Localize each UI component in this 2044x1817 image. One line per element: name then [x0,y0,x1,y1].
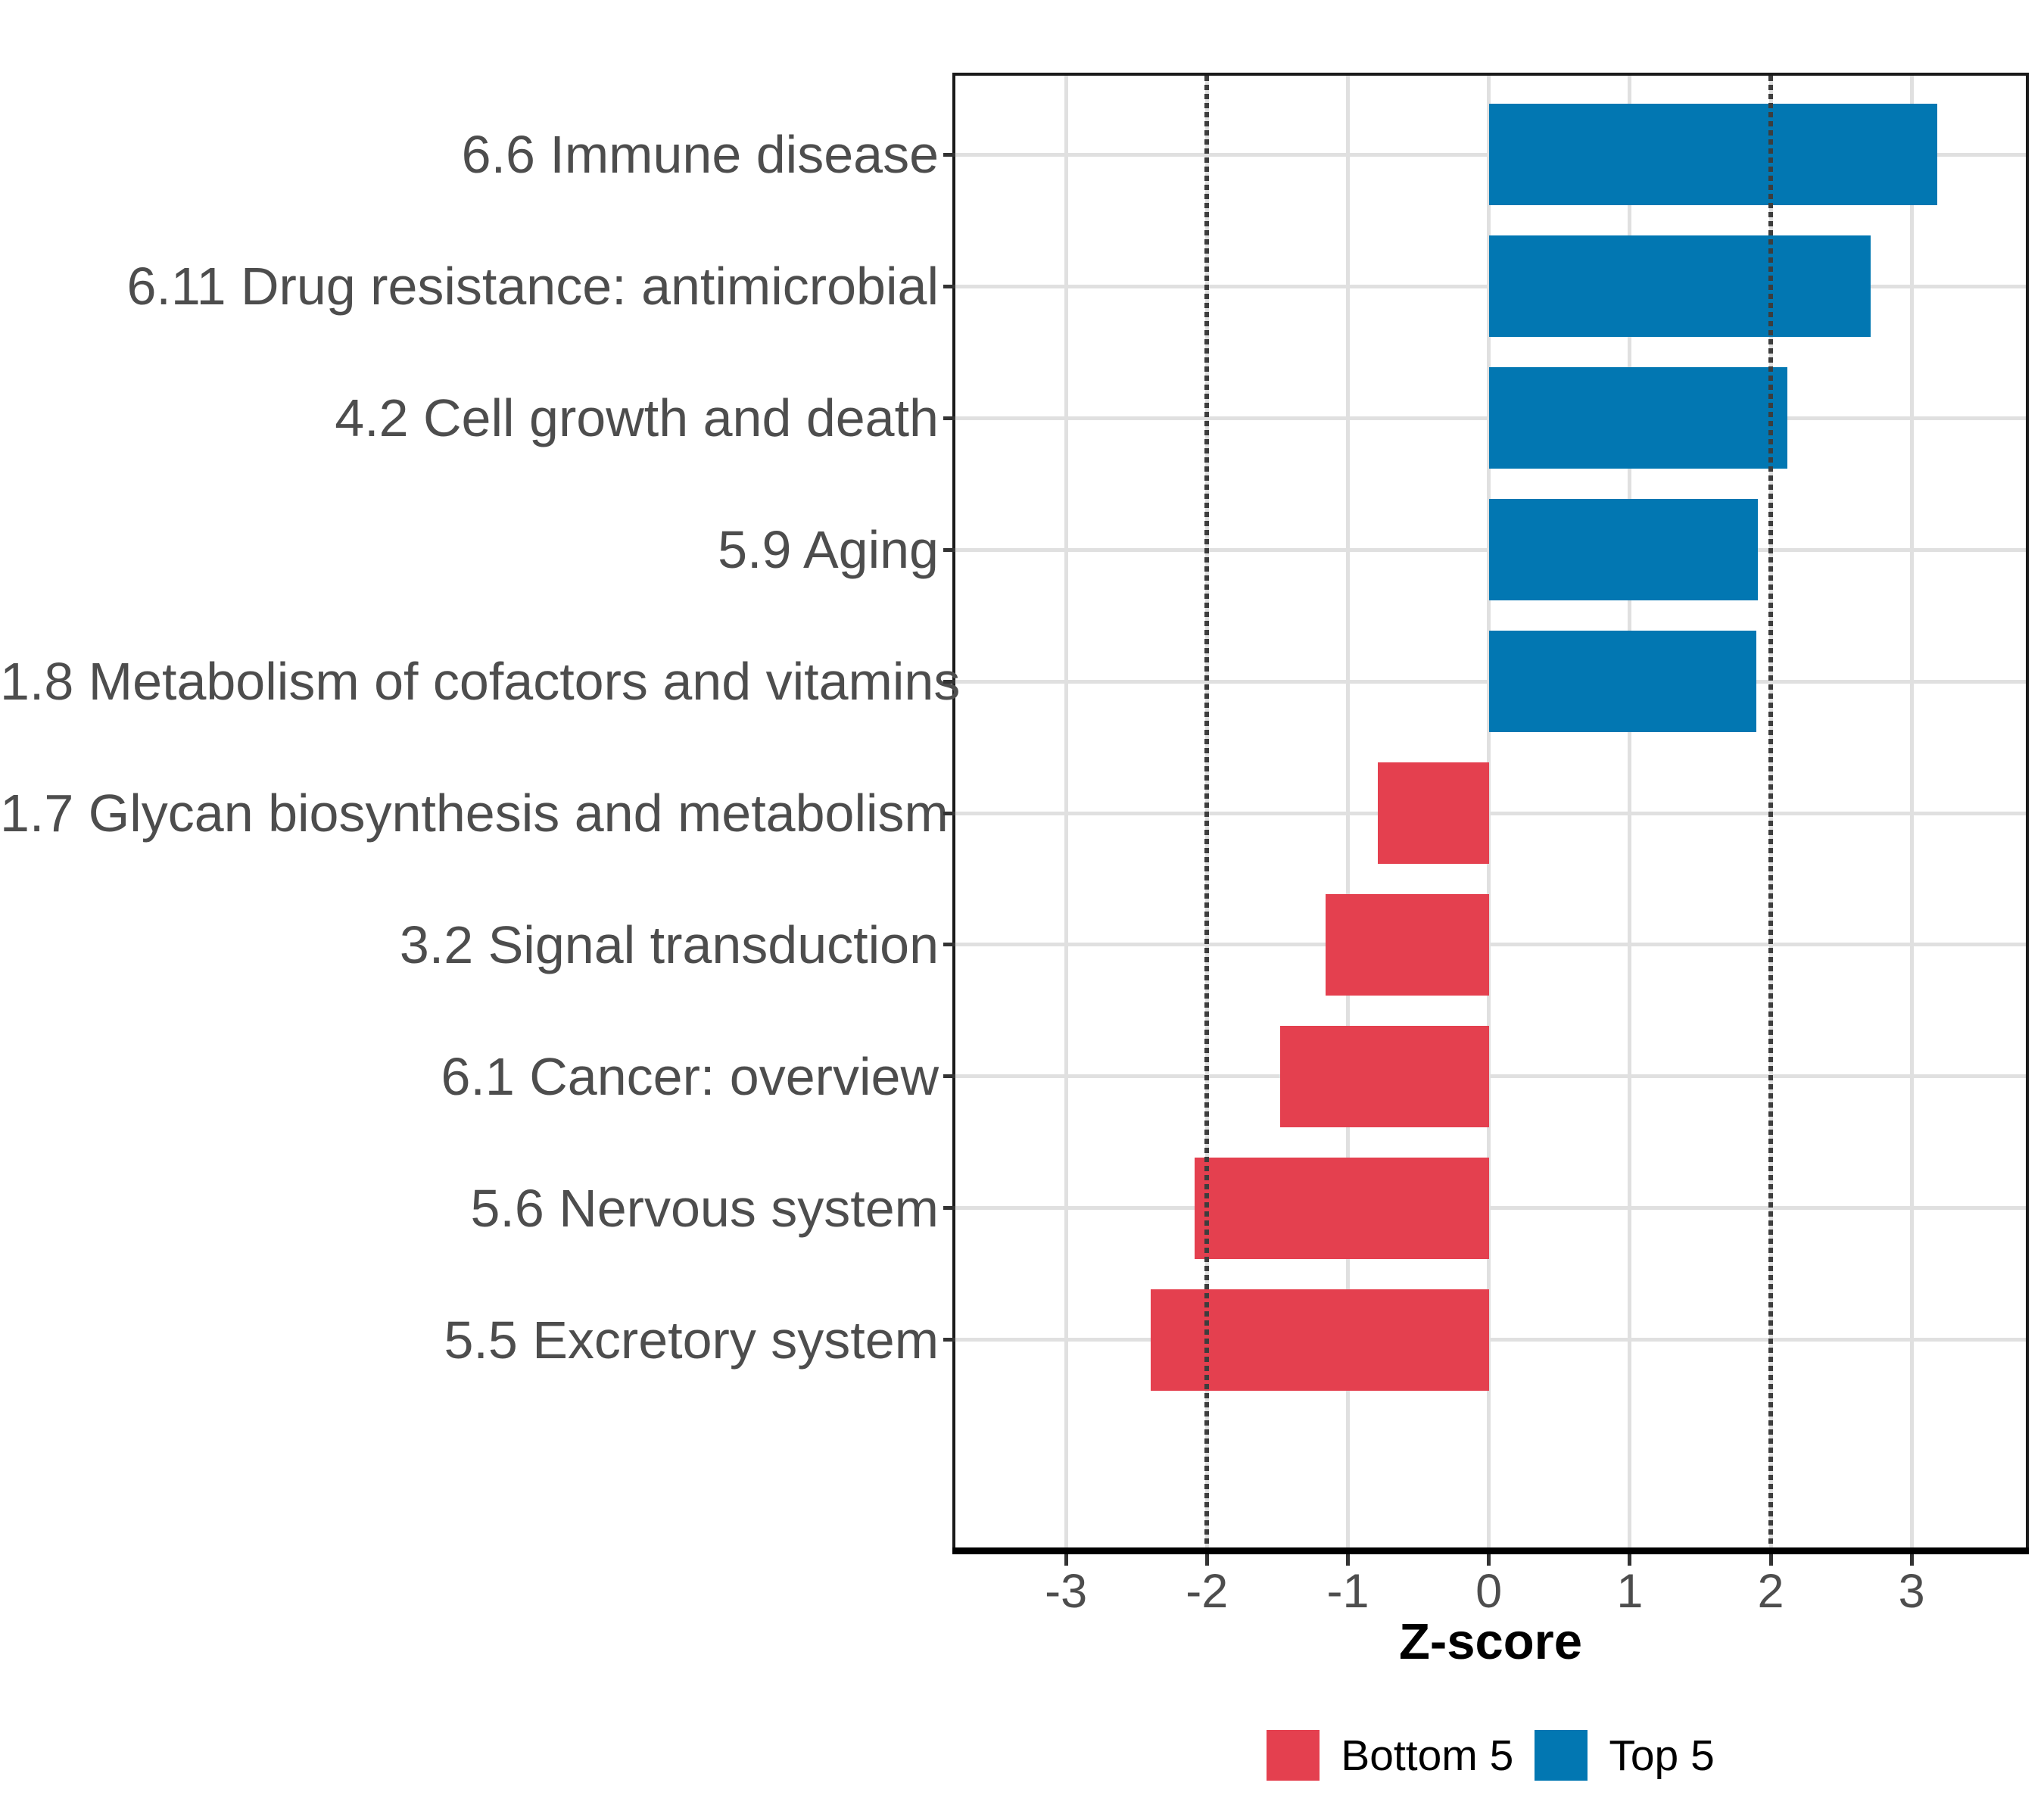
x-tick-label: 3 [1898,1565,1925,1618]
y-axis-label: 1.7 Glycan biosynthesis and metabolism [0,784,949,843]
y-axis-label: 6.11 Drug resistance: antimicrobial [126,257,939,316]
gridline-y [955,1338,2026,1342]
gridline-y [955,811,2026,815]
bar [1488,104,1937,206]
x-tick-label: 2 [1757,1565,1784,1618]
y-axis-label: 5.6 Nervous system [470,1178,939,1238]
y-axis-label: 4.2 Cell growth and death [335,388,939,448]
y-tick [943,152,955,157]
legend-entry: Top 5 [1535,1730,1715,1781]
y-tick [943,811,955,815]
gridline-y [955,1206,2026,1211]
y-tick [943,416,955,420]
bar [1194,1157,1489,1259]
y-axis-label: 1.8 Metabolism of cofactors and vitamins [0,652,961,712]
y-tick [943,943,955,947]
y-tick [943,547,955,552]
reference-line-2 [1768,76,1774,1551]
y-axis-label: 6.1 Cancer: overview [441,1046,939,1106]
reference-line--2 [1204,76,1210,1551]
x-tick [1628,1554,1632,1566]
bar [1488,499,1759,601]
x-axis-title: Z-score [1398,1613,1583,1670]
x-tick-label: -2 [1186,1565,1229,1618]
x-tick-label: 1 [1616,1565,1644,1618]
legend-swatch-bottom-5 [1267,1730,1320,1781]
x-tick [1064,1554,1068,1566]
plot-panel [955,76,2026,1551]
y-axis-label: 3.2 Signal transduction [399,915,939,974]
y-tick [943,1206,955,1211]
legend-swatch-top-5 [1535,1730,1588,1781]
y-tick [943,679,955,684]
x-tick-label: -3 [1045,1565,1088,1618]
x-tick [1909,1554,1914,1566]
bar [1488,631,1757,733]
bar [1325,893,1489,996]
legend-entry: Bottom 5 [1267,1730,1513,1781]
y-tick [943,284,955,288]
y-tick [943,1074,955,1079]
legend: Bottom 5 Top 5 [955,1730,2026,1781]
gridline-y [955,1074,2026,1079]
bar [1488,367,1788,469]
y-axis-label: 5.5 Excretory system [444,1310,939,1370]
y-axis-label: 5.9 Aging [718,520,939,580]
x-tick [1345,1554,1350,1566]
legend-label: Top 5 [1609,1731,1715,1780]
y-tick [943,1338,955,1342]
x-tick [1487,1554,1491,1566]
x-tick [1768,1554,1773,1566]
bar [1488,235,1871,338]
y-axis-label: 6.6 Immune disease [461,125,939,185]
x-tick-label: 0 [1475,1565,1503,1618]
gridline-y [955,943,2026,947]
bar [1280,1025,1489,1127]
x-axis-line [952,1547,2029,1554]
bar [1150,1289,1489,1391]
x-tick [1204,1554,1209,1566]
x-tick-label: -1 [1326,1565,1369,1618]
bar [1377,762,1489,864]
legend-label: Bottom 5 [1341,1731,1514,1780]
